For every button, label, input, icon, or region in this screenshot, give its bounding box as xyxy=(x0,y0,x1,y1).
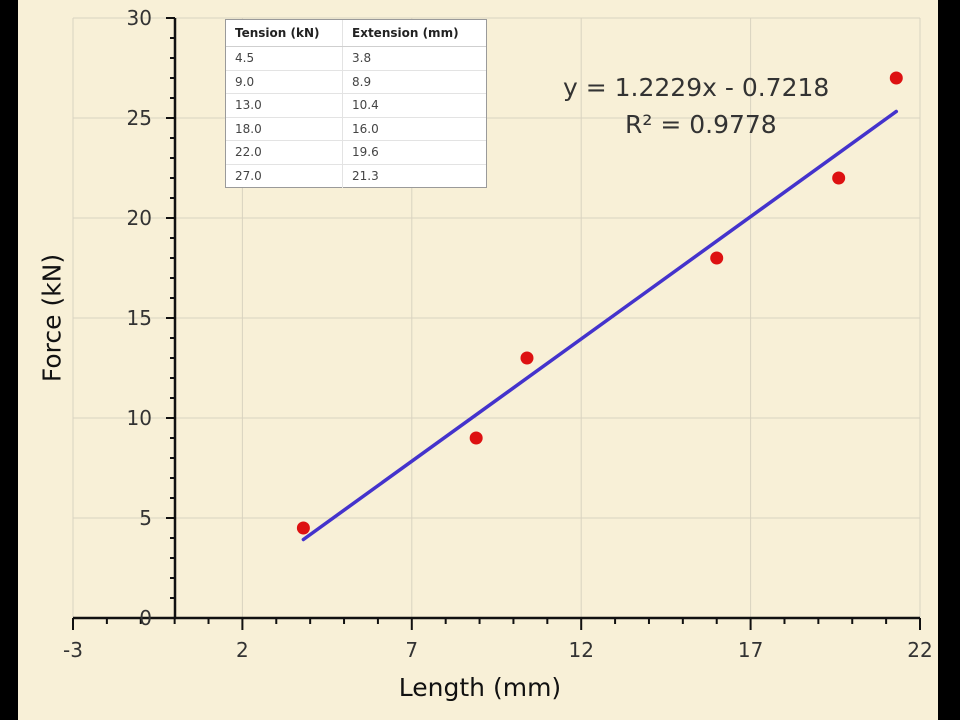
y-tick-label: 0 xyxy=(139,606,152,630)
table-row: 18.0 16.0 xyxy=(226,117,486,141)
data-point xyxy=(469,431,483,445)
x-tick-label: 7 xyxy=(405,638,418,662)
table-cell-extension: 19.6 xyxy=(352,145,379,160)
x-axis-label: Length (mm) xyxy=(398,673,562,702)
x-tick-label: 22 xyxy=(907,638,932,662)
table-header-extension: Extension (mm) xyxy=(352,26,459,40)
data-point xyxy=(832,171,846,185)
x-tick-label: 17 xyxy=(738,638,763,662)
table-cell-extension: 21.3 xyxy=(352,169,379,184)
table-cell-tension: 13.0 xyxy=(226,94,343,117)
table-cell-extension: 10.4 xyxy=(352,98,379,113)
table-cell-tension: 27.0 xyxy=(226,164,343,188)
data-point xyxy=(889,71,903,85)
table-cell-tension: 22.0 xyxy=(226,141,343,164)
trendline-equation: y = 1.2229x - 0.7218 xyxy=(563,73,830,102)
x-tick-label: 2 xyxy=(236,638,249,662)
data-point xyxy=(710,251,724,265)
trendline xyxy=(301,109,899,542)
y-tick-label: 5 xyxy=(139,506,152,530)
data-table: Tension (kN) Extension (mm) 4.5 3.8 9.0 … xyxy=(225,19,487,188)
table-cell-tension: 4.5 xyxy=(226,47,343,70)
y-tick-label: 10 xyxy=(127,406,152,430)
table-row: 27.0 21.3 xyxy=(226,164,486,188)
y-tick-label: 20 xyxy=(127,206,152,230)
data-point xyxy=(520,351,534,365)
table-row: 22.0 19.6 xyxy=(226,141,486,165)
table-cell-extension: 8.9 xyxy=(352,74,372,89)
table-header-row: Tension (kN) Extension (mm) xyxy=(226,20,486,47)
y-tick-label: 15 xyxy=(127,306,152,330)
r-squared-label: R² = 0.9778 xyxy=(625,110,777,139)
table-header-tension: Tension (kN) xyxy=(226,20,343,46)
y-axis-label: Force (kN) xyxy=(37,253,67,383)
table-cell-tension: 9.0 xyxy=(226,70,343,93)
data-point xyxy=(296,521,310,535)
table-cell-tension: 18.0 xyxy=(226,117,343,140)
x-tick-label: -3 xyxy=(63,638,83,662)
table-row: 4.5 3.8 xyxy=(226,47,486,71)
table-row: 9.0 8.9 xyxy=(226,70,486,94)
table-cell-extension: 16.0 xyxy=(352,121,379,136)
y-tick-label: 25 xyxy=(127,106,152,130)
table-row: 13.0 10.4 xyxy=(226,94,486,118)
x-tick-label: 12 xyxy=(568,638,593,662)
y-tick-label: 30 xyxy=(127,6,152,30)
table-cell-extension: 3.8 xyxy=(352,51,372,66)
